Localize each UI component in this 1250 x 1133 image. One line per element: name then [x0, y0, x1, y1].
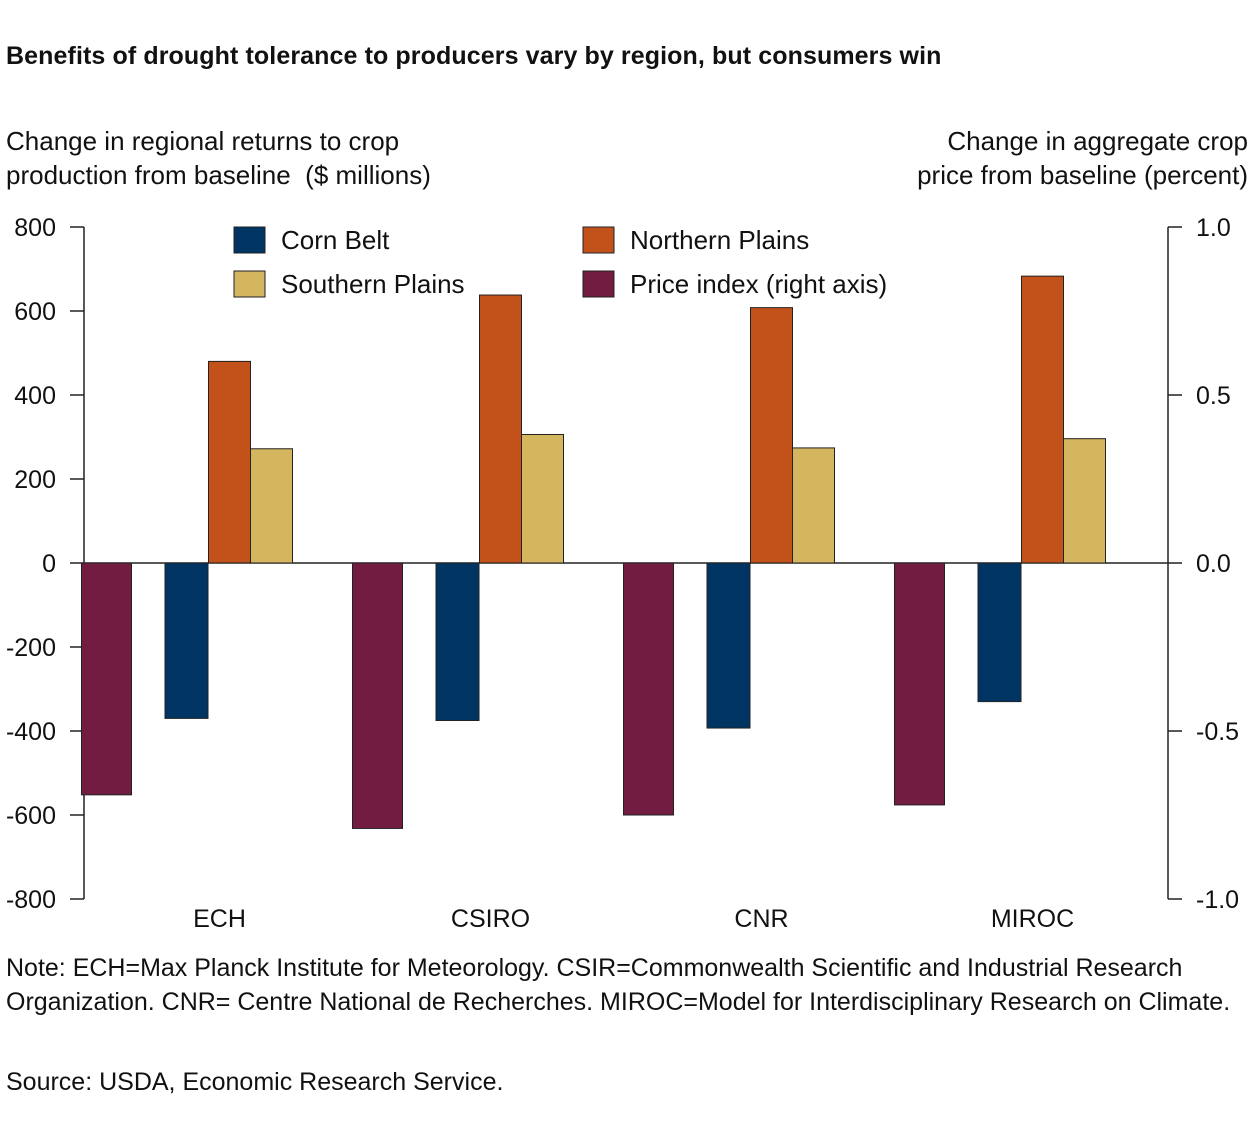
left-tick-label: -400 — [6, 718, 56, 746]
right-tick-label: -0.5 — [1196, 718, 1239, 746]
bar — [164, 562, 209, 719]
legend-label: Price index (right axis) — [630, 269, 887, 299]
category-label: MIROC — [991, 905, 1074, 933]
legend-swatch — [582, 226, 615, 254]
left-tick-label: -800 — [6, 886, 56, 914]
category-label: ECH — [193, 905, 246, 933]
right-tick-label: -1.0 — [1196, 886, 1239, 914]
right-tick-label: 0.0 — [1196, 550, 1231, 578]
legend-swatch — [582, 270, 615, 298]
legend: Corn Belt Northern Plains Southern Plains P… — [233, 225, 887, 299]
left-tick-label: 800 — [14, 214, 56, 242]
source-note: Source: USDA, Economic Research Service. — [6, 1068, 504, 1096]
bars — [81, 275, 1106, 829]
bar — [706, 562, 751, 729]
left-tick-label: -600 — [6, 802, 56, 830]
bar — [1063, 438, 1106, 564]
bar — [208, 360, 251, 564]
left-tick-label: 0 — [42, 550, 56, 578]
left-tick-label: 400 — [14, 382, 56, 410]
left-tick-label: 200 — [14, 466, 56, 494]
right-tick-label: 1.0 — [1196, 214, 1231, 242]
bar — [792, 447, 835, 564]
category-label: CNR — [734, 905, 788, 933]
bar — [81, 562, 132, 796]
legend-label: Southern Plains — [281, 269, 465, 299]
legend-swatch — [233, 270, 266, 298]
footnote: Note: ECH=Max Planck Institute for Meteo… — [6, 954, 1231, 1016]
chart-title: Benefits of drought tolerance to produce… — [6, 42, 942, 70]
bar — [521, 433, 564, 564]
bar — [623, 562, 674, 816]
right-tick-label: 0.5 — [1196, 382, 1231, 410]
bar — [750, 307, 793, 564]
right-axis-title: Change in aggregate crop price from base… — [917, 126, 1248, 190]
bar — [435, 562, 480, 721]
category-label: CSIRO — [451, 905, 530, 933]
left-tick-label: -200 — [6, 634, 56, 662]
legend-label: Northern Plains — [630, 225, 809, 255]
bar — [1021, 275, 1064, 564]
bar — [250, 448, 293, 564]
left-axis-title: Change in regional returns to crop produ… — [6, 126, 431, 190]
legend-swatch — [233, 226, 266, 254]
left-tick-label: 600 — [14, 298, 56, 326]
bar — [977, 562, 1022, 703]
bar — [894, 562, 945, 806]
bar — [352, 562, 403, 829]
legend-label: Corn Belt — [281, 225, 390, 255]
bar — [479, 294, 522, 564]
